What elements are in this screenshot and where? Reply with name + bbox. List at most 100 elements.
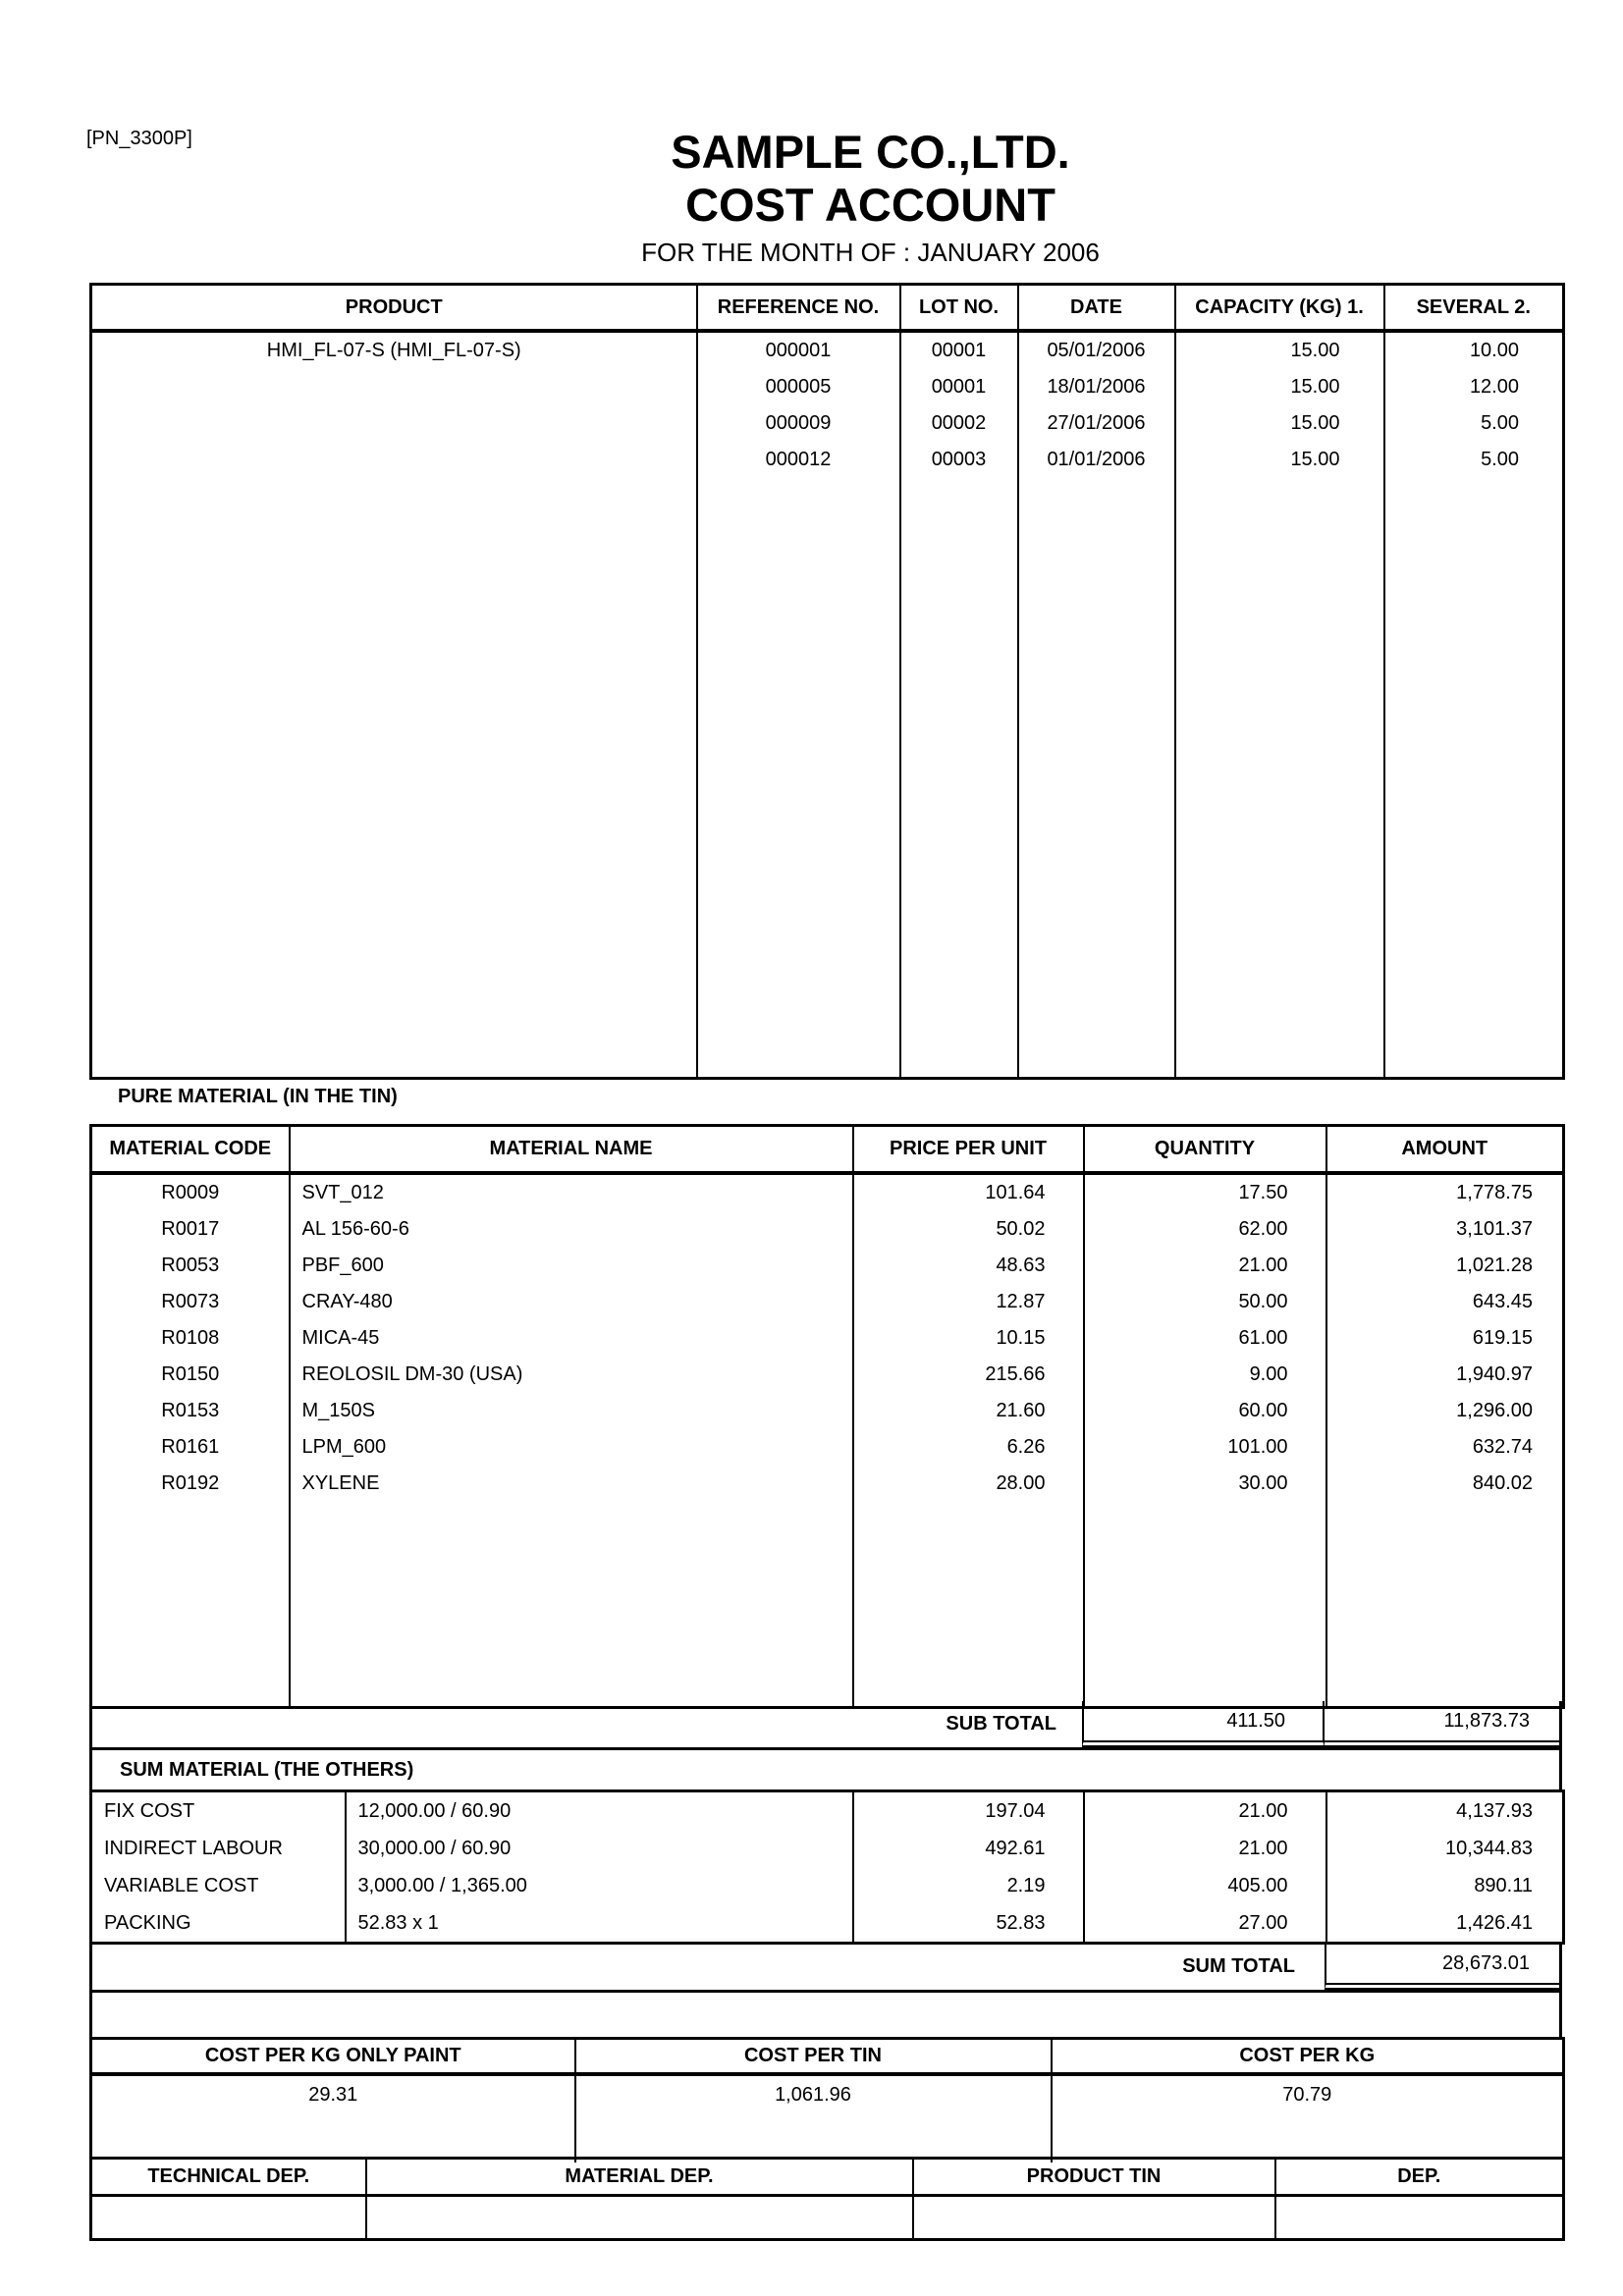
product-row: 000005 00001 18/01/2006 15.00 12.00 (89, 369, 1565, 405)
product-table-header-row: PRODUCT REFERENCE NO. LOT NO. DATE CAPAC… (89, 284, 1565, 333)
material-row: R0073 CRAY-480 12.87 50.00 643.45 (89, 1284, 1565, 1320)
quantity-cell: 405.00 (1082, 1867, 1327, 1904)
col-header-technical-dep: TECHNICAL DEP. (89, 2158, 367, 2197)
date-cell: 18/01/2006 (1016, 369, 1176, 405)
price-cell: 215.66 (851, 1357, 1085, 1393)
sum-material-section-title: SUM MATERIAL (THE OTHERS) (89, 1747, 1562, 1789)
price-cell: 6.26 (851, 1429, 1085, 1466)
amount-cell: 632.74 (1325, 1429, 1565, 1466)
document-code: [PN_3300P] (86, 128, 192, 149)
sum-material-row: INDIRECT LABOUR 30,000.00 / 60.90 492.61… (89, 1830, 1565, 1867)
price-cell: 21.60 (851, 1393, 1085, 1429)
material-row: R0009 SVT_012 101.64 17.50 1,778.75 (89, 1173, 1565, 1211)
col-header-reference-no: REFERENCE NO. (695, 284, 901, 333)
price-cell: 12.87 (851, 1284, 1085, 1320)
cost-per-kg-value: 70.79 (1050, 2074, 1565, 2163)
quantity-cell: 50.00 (1082, 1284, 1327, 1320)
col-header-cost-per-kg: COST PER KG (1050, 2038, 1565, 2076)
col-header-capacity: CAPACITY (KG) 1. (1173, 284, 1385, 333)
col-header-lot-no: LOT NO. (898, 284, 1019, 333)
quantity-cell: 30.00 (1082, 1466, 1327, 1502)
cost-label-cell: INDIRECT LABOUR (89, 1830, 347, 1867)
cost-formula-cell: 3,000.00 / 1,365.00 (344, 1867, 854, 1904)
amount-cell: 4,137.93 (1325, 1790, 1565, 1830)
material-name-cell: MICA-45 (288, 1320, 854, 1357)
report-title: COST ACCOUNT (685, 179, 1055, 232)
sum-total-row: SUM TOTAL 28,673.01 (89, 1944, 1562, 1990)
col-header-several: SEVERAL 2. (1382, 284, 1565, 333)
amount-cell: 3,101.37 (1325, 1211, 1565, 1248)
cost-per-kg-paint-value: 29.31 (89, 2074, 576, 2163)
material-name-cell: SVT_012 (288, 1173, 854, 1211)
capacity-cell: 15.00 (1173, 331, 1385, 369)
col-header-product: PRODUCT (89, 284, 698, 333)
product-name-cell: HMI_FL-07-S (HMI_FL-07-S) (89, 331, 698, 369)
quantity-cell: 21.00 (1082, 1790, 1327, 1830)
material-row: R0053 PBF_600 48.63 21.00 1,021.28 (89, 1248, 1565, 1284)
pure-material-filler-row (89, 1502, 1565, 1708)
product-row: HMI_FL-07-S (HMI_FL-07-S) 000001 00001 0… (89, 331, 1565, 369)
several-cell: 5.00 (1382, 405, 1565, 442)
amount-cell: 1,778.75 (1325, 1173, 1565, 1211)
sub-total-quantity: 411.50 (1082, 1701, 1325, 1747)
col-header-quantity: QUANTITY (1082, 1125, 1327, 1175)
price-cell: 50.02 (851, 1211, 1085, 1248)
report-period: FOR THE MONTH OF : JANUARY 2006 (641, 238, 1100, 268)
pure-material-table: MATERIAL CODE MATERIAL NAME PRICE PER UN… (89, 1124, 1565, 1709)
material-code-cell: R0017 (89, 1211, 291, 1248)
sum-total-amount: 28,673.01 (1325, 1944, 1559, 1990)
price-cell: 10.15 (851, 1320, 1085, 1357)
sub-total-row: SUB TOTAL 411.50 11,873.73 (89, 1701, 1562, 1747)
price-cell: 2.19 (851, 1867, 1085, 1904)
product-name-cell (89, 442, 698, 478)
amount-cell: 890.11 (1325, 1867, 1565, 1904)
material-code-cell: R0153 (89, 1393, 291, 1429)
quantity-cell: 21.00 (1082, 1830, 1327, 1867)
material-code-cell: R0108 (89, 1320, 291, 1357)
amount-cell: 1,021.28 (1325, 1248, 1565, 1284)
reference-no-cell: 000005 (695, 369, 901, 405)
material-row: R0150 REOLOSIL DM-30 (USA) 215.66 9.00 1… (89, 1357, 1565, 1393)
sum-material-row: PACKING 52.83 x 1 52.83 27.00 1,426.41 (89, 1904, 1565, 1944)
sum-material-row: VARIABLE COST 3,000.00 / 1,365.00 2.19 4… (89, 1867, 1565, 1904)
several-cell: 5.00 (1382, 442, 1565, 478)
material-row: R0192 XYLENE 28.00 30.00 840.02 (89, 1466, 1565, 1502)
col-header-material-dep: MATERIAL DEP. (364, 2158, 914, 2197)
date-cell: 05/01/2006 (1016, 331, 1176, 369)
col-header-cost-per-kg-paint: COST PER KG ONLY PAINT (89, 2038, 576, 2076)
sum-material-row: FIX COST 12,000.00 / 60.90 197.04 21.00 … (89, 1790, 1565, 1830)
amount-cell: 619.15 (1325, 1320, 1565, 1357)
price-cell: 28.00 (851, 1466, 1085, 1502)
sub-total-label: SUB TOTAL (946, 1713, 1056, 1735)
col-header-material-code: MATERIAL CODE (89, 1125, 291, 1175)
material-row: R0161 LPM_600 6.26 101.00 632.74 (89, 1429, 1565, 1466)
quantity-cell: 60.00 (1082, 1393, 1327, 1429)
lot-no-cell: 00001 (898, 369, 1019, 405)
amount-cell: 1,426.41 (1325, 1904, 1565, 1944)
material-name-cell: XYLENE (288, 1466, 854, 1502)
col-header-amount: AMOUNT (1325, 1125, 1565, 1175)
lot-no-cell: 00002 (898, 405, 1019, 442)
cost-summary-table: COST PER KG ONLY PAINT COST PER TIN COST… (89, 2037, 1565, 2163)
material-name-cell: M_150S (288, 1393, 854, 1429)
quantity-cell: 9.00 (1082, 1357, 1327, 1393)
capacity-cell: 15.00 (1173, 369, 1385, 405)
date-cell: 27/01/2006 (1016, 405, 1176, 442)
sum-material-table: FIX COST 12,000.00 / 60.90 197.04 21.00 … (89, 1789, 1565, 1945)
lot-no-cell: 00001 (898, 331, 1019, 369)
material-code-cell: R0053 (89, 1248, 291, 1284)
material-row: R0108 MICA-45 10.15 61.00 619.15 (89, 1320, 1565, 1357)
quantity-cell: 62.00 (1082, 1211, 1327, 1248)
date-cell: 01/01/2006 (1016, 442, 1176, 478)
amount-cell: 840.02 (1325, 1466, 1565, 1502)
report-header: SAMPLE CO.,LTD. COST ACCOUNT FOR THE MON… (118, 126, 1623, 268)
reference-no-cell: 000001 (695, 331, 901, 369)
price-cell: 52.83 (851, 1904, 1085, 1944)
cost-summary-header-row: COST PER KG ONLY PAINT COST PER TIN COST… (89, 2038, 1565, 2076)
quantity-cell: 17.50 (1082, 1173, 1327, 1211)
cost-formula-cell: 30,000.00 / 60.90 (344, 1830, 854, 1867)
product-name-cell (89, 405, 698, 442)
several-cell: 10.00 (1382, 331, 1565, 369)
col-header-cost-per-tin: COST PER TIN (573, 2038, 1053, 2076)
product-table-filler-row (89, 478, 1565, 1079)
